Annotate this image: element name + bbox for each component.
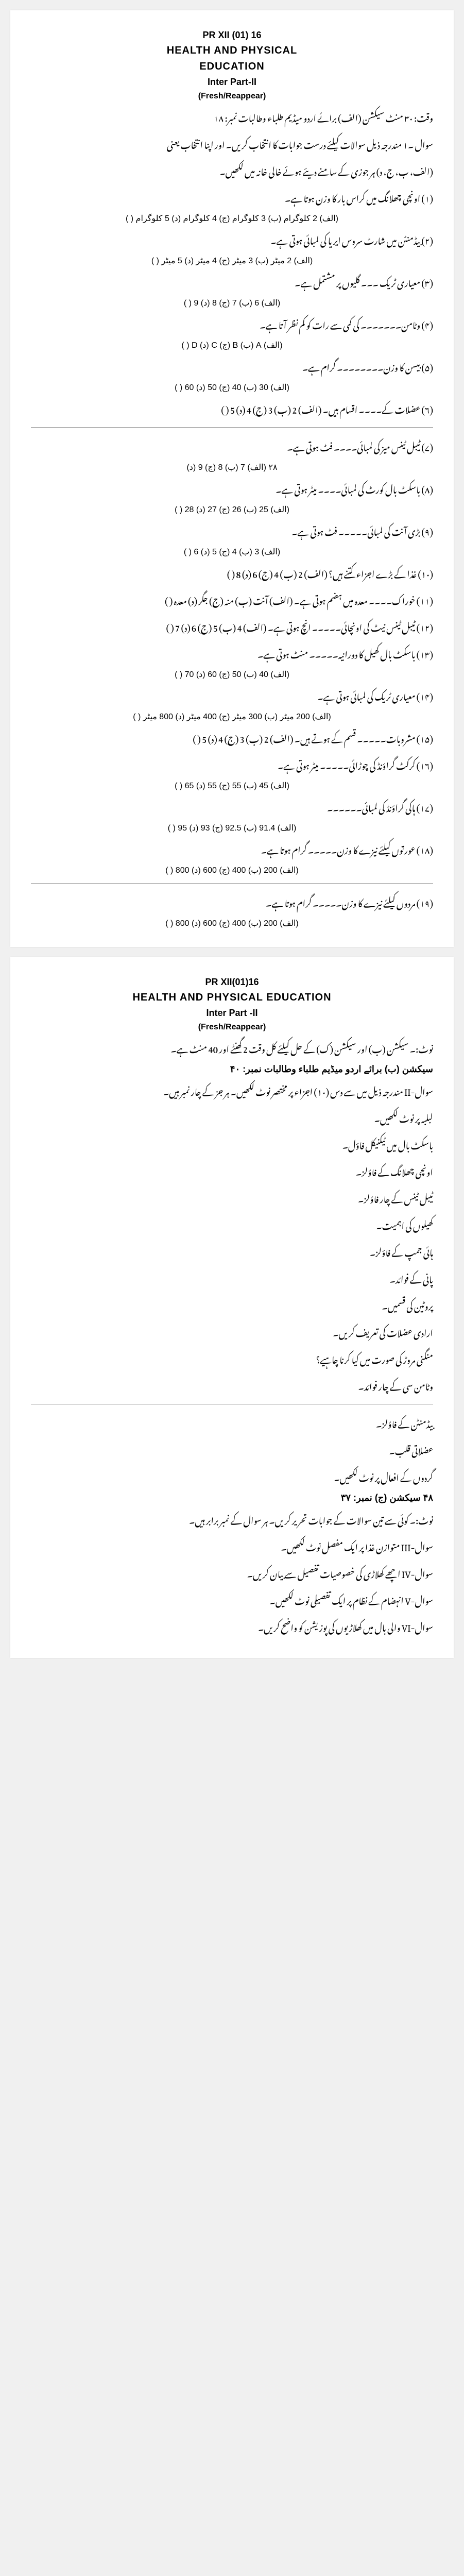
short-item: بیڈمنٹن کے فاؤلز۔ xyxy=(31,1412,433,1434)
q2-options: (الف) 2 میٹر (ب) 3 میٹر (ج) 4 میٹر (د) 5… xyxy=(31,256,433,266)
short-item: وٹامن سی کے چار فوائد۔ xyxy=(31,1375,433,1396)
header-urdu: وقت: ۳۰ منٹ سیکشن (الف) برائے اردو میڈیم… xyxy=(31,106,433,128)
short-item: پروٹین کی قسمیں۔ xyxy=(31,1294,433,1316)
q5-options: (الف) 30 (ب) 40 (ج) 50 (د) 60 ( ) xyxy=(31,382,433,393)
q16: (۱۶) کرکٹ گراؤنڈ کی چوڑائی۔۔۔۔۔ میٹر ہوت… xyxy=(31,754,433,775)
exam-paper-section-b: PR XII(01)16 HEALTH AND PHYSICAL EDUCATI… xyxy=(10,957,454,1658)
q10: (۱۰) غذا کے بڑے اجزاء کتنے ہیں؟ (الف) 2 … xyxy=(31,562,433,584)
q9: (۹) بڑی آنت کی لمبائی۔۔۔۔۔ فٹ ہوتی ہے۔ xyxy=(31,520,433,541)
short-item: پانی کے فوائد۔ xyxy=(31,1267,433,1289)
q14: (۱۴) معیاری ٹریک کی لمبائی ہوتی ہے۔ xyxy=(31,685,433,706)
q14-options: (الف) 200 میٹر (ب) 300 میٹر (ج) 400 میٹر… xyxy=(31,711,433,722)
instruction-2: (الف، ب، ج، د) ہر جوزی کے سامنے دیئے ہوئ… xyxy=(31,160,433,181)
q1-options: (الف) 2 کلوگرام (ب) 3 کلوگرام (ج) 4 کلوگ… xyxy=(31,213,433,224)
note-b: نوٹ:۔ سیکشن (ب) اور سیکشن (ک) کے حل کیلئ… xyxy=(31,1037,433,1059)
short-item: کھیلوں کی اہمیت۔ xyxy=(31,1214,433,1235)
q17-options: (الف) 91.4 (ب) 92.5 (ج) 93 (د) 95 ( ) xyxy=(31,823,433,833)
exam-paper-section-a: PR XII (01) 16 HEALTH AND PHYSICAL EDUCA… xyxy=(10,10,454,947)
divider xyxy=(31,427,433,428)
fresh-2: (Fresh/Reappear) xyxy=(31,1023,433,1032)
q3: (۳) معیاری ٹریک ۔۔۔ گلیوں پر مشتمل ہے۔ xyxy=(31,271,433,293)
q5: (۵) بیسن کا وزن۔۔۔۔۔۔۔۔ گرام ہے۔ xyxy=(31,355,433,377)
note-j: نوٹ:۔ کوئی سے تین سوالات کے جوابات تحریر… xyxy=(31,1509,433,1530)
q4-options: (الف) A (ب) B (ج) C (د) D ( ) xyxy=(31,340,433,350)
short-item: منگنی مروڑ کی صورت میں کیا کرنا چاہیے؟ xyxy=(31,1348,433,1369)
short-item: گردوں کے افعال پر نوٹ لکھیں۔ xyxy=(31,1466,433,1487)
q9-options: (الف) 3 (ب) 4 (ج) 5 (د) 6 ( ) xyxy=(31,547,433,557)
title-full: HEALTH AND PHYSICAL EDUCATION xyxy=(31,992,433,1004)
short-item: عضلاتی قلب۔ xyxy=(31,1439,433,1461)
short-item: لبلبہ پر نوٹ لکھیں۔ xyxy=(31,1107,433,1128)
q12: (۱۲) ٹیبل ٹینس نیٹ کی اونچائی۔۔۔۔۔ انچ ہ… xyxy=(31,616,433,637)
subtitle: Inter Part-II xyxy=(31,77,433,88)
q15: (۱۵) مشروبات۔۔۔۔۔ قسم کے ہوتے ہیں۔ (الف)… xyxy=(31,727,433,749)
title-2: EDUCATION xyxy=(31,61,433,73)
q7-options: ۲۸ (الف) 7 (ب) 8 (ج) 9 (د) xyxy=(31,462,433,472)
q7: (۷) ٹیبل ٹینس میز کی لمبائی۔۔۔۔ فٹ ہوتی … xyxy=(31,435,433,457)
divider xyxy=(31,883,433,884)
q19-options: (الف) 200 (ب) 400 (ج) 600 (د) 800 ( ) xyxy=(31,918,433,928)
title-1: HEALTH AND PHYSICAL xyxy=(31,45,433,57)
instruction-b: سوال-II مندرجہ ذیل میں سے دس (۱۰) اجزاء … xyxy=(31,1080,433,1101)
q18-options: (الف) 200 (ب) 400 (ج) 600 (د) 800 ( ) xyxy=(31,865,433,875)
q4: (۴) وٹامن۔۔۔۔۔۔۔ کی کمی سے رات کو کم نظر… xyxy=(31,313,433,335)
q19: (۱۹) مردوں کیلئے نیزے کا وزن۔۔۔۔۔ گرام ہ… xyxy=(31,891,433,913)
paper-code-2: PR XII(01)16 xyxy=(31,977,433,988)
q17: (۱۷) ہاکی گراؤنڈ کی لمبائی۔۔۔۔۔۔ xyxy=(31,796,433,818)
instruction-1: سوال ۔۱ مندرجہ ذیل سوالات کیلئے درست جوا… xyxy=(31,133,433,155)
q13: (۱۳) باسکٹ بال کھیل کا دورانیہ۔۔۔۔۔ منٹ … xyxy=(31,642,433,664)
q2: (۲) بیڈمنٹن میں شارٹ سروس ایریا کی لمبائ… xyxy=(31,229,433,250)
q11: (۱۱) خوراک۔۔۔۔ معدہ میں ہضم ہوتی ہے۔ (ال… xyxy=(31,589,433,611)
q13-options: (الف) 40 (ب) 50 (ج) 60 (د) 70 ( ) xyxy=(31,669,433,680)
section-b-label: سیکشن (ب) برائے اردو میڈیم طلباء وطالبات… xyxy=(31,1064,433,1075)
q3-options: (الف) 6 (ب) 7 (ج) 8 (د) 9 ( ) xyxy=(31,298,433,308)
long-q: سوال-III متوازن غذا پر ایک مفصل نوٹ لکھی… xyxy=(31,1535,433,1557)
q1: (۱) اونچی چھلانگ میں کراس بار کا وزن ہوت… xyxy=(31,187,433,208)
subtitle-2: Inter Part -II xyxy=(31,1008,433,1019)
q18: (۱۸) عورتوں کیلئے نیزے کا وزن۔۔۔۔۔ گرام … xyxy=(31,838,433,860)
q6: (۶) عضلات کے۔۔۔۔ اقسام ہیں۔ (الف) 2 (ب) … xyxy=(31,398,433,419)
fresh-reappear: (Fresh/Reappear) xyxy=(31,92,433,101)
short-item: ٹیبل ٹینس کے چار فاؤلز۔ xyxy=(31,1187,433,1209)
q8: (۸) باسکٹ بال کورٹ کی لمبائی۔۔۔۔ میٹر ہو… xyxy=(31,478,433,499)
long-q: سوال-V انہضام کے نظام پر ایک تفصیلی نوٹ … xyxy=(31,1589,433,1611)
paper-code: PR XII (01) 16 xyxy=(31,30,433,41)
short-item: اونچی چھلانگ کے فاؤلز۔ xyxy=(31,1160,433,1182)
short-item: ارادی عضلات کی تعریف کریں۔ xyxy=(31,1321,433,1343)
section-j-label: ۴۸ سیکشن (ج) نمبر: ۳۷ xyxy=(31,1493,433,1503)
long-q: سوال-VI والی بال میں کھلاڑیوں کی پوزیشن … xyxy=(31,1616,433,1637)
short-item: ہائی جمپ کے فاؤلز۔ xyxy=(31,1241,433,1262)
q16-options: (الف) 45 (ب) 55 (ج) 55 (د) 65 ( ) xyxy=(31,781,433,791)
long-q: سوال-IV اچھے کھلاڑی کی خصوصیات تفصیل سے … xyxy=(31,1562,433,1584)
short-item: باسکٹ بال میں ٹیکنیکل فاؤل۔ xyxy=(31,1133,433,1155)
q8-options: (الف) 25 (ب) 26 (ج) 27 (د) 28 ( ) xyxy=(31,504,433,515)
